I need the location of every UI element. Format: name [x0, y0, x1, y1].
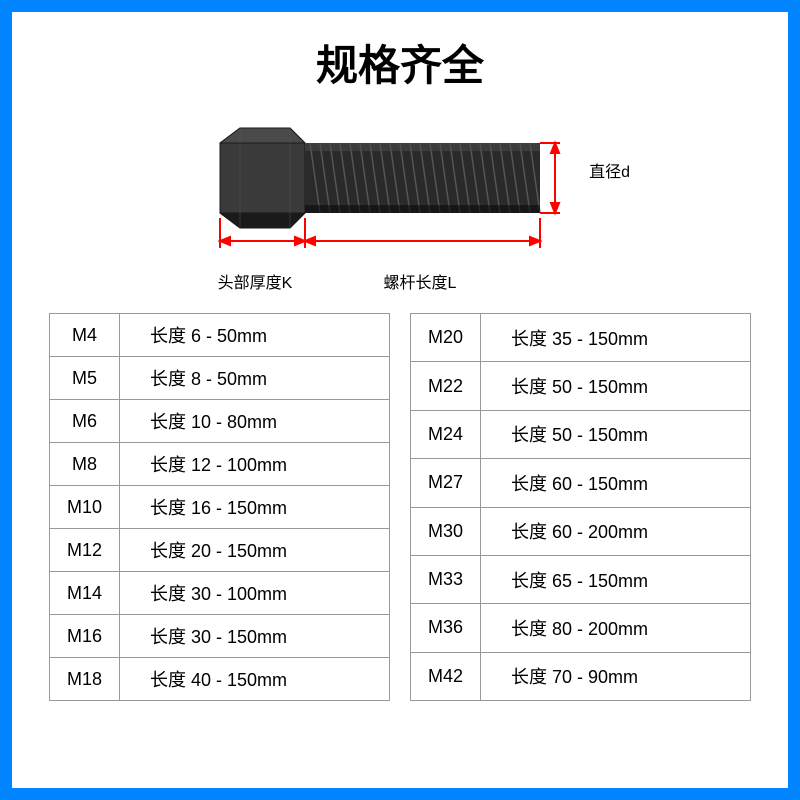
table-row: M5长度 8 - 50mm — [50, 357, 390, 400]
size-cell: M27 — [411, 459, 481, 507]
shaft-length-label: 螺杆长度L — [300, 269, 540, 293]
spec-tables: M4长度 6 - 50mmM5长度 8 - 50mmM6长度 10 - 80mm… — [29, 313, 771, 701]
table-row: M8长度 12 - 100mm — [50, 443, 390, 486]
size-cell: M18 — [50, 658, 120, 701]
size-cell: M33 — [411, 555, 481, 603]
size-cell: M14 — [50, 572, 120, 615]
size-cell: M12 — [50, 529, 120, 572]
table-row: M20长度 35 - 150mm — [411, 314, 751, 362]
diameter-label: 直径d — [589, 158, 630, 182]
size-cell: M22 — [411, 362, 481, 410]
bolt-diagram: 直径d 头部厚度K 螺杆长度L — [190, 113, 610, 293]
length-cell: 长度 20 - 150mm — [120, 529, 390, 572]
bolt-illustration — [210, 113, 570, 273]
table-row: M6长度 10 - 80mm — [50, 400, 390, 443]
length-cell: 长度 65 - 150mm — [481, 555, 751, 603]
length-cell: 长度 30 - 150mm — [120, 615, 390, 658]
table-row: M24长度 50 - 150mm — [411, 410, 751, 458]
size-cell: M10 — [50, 486, 120, 529]
length-cell: 长度 12 - 100mm — [120, 443, 390, 486]
spec-table-right: M20长度 35 - 150mmM22长度 50 - 150mmM24长度 50… — [410, 313, 751, 701]
length-cell: 长度 50 - 150mm — [481, 362, 751, 410]
table-row: M16长度 30 - 150mm — [50, 615, 390, 658]
table-row: M10长度 16 - 150mm — [50, 486, 390, 529]
length-cell: 长度 35 - 150mm — [481, 314, 751, 362]
length-cell: 长度 8 - 50mm — [120, 357, 390, 400]
table-row: M12长度 20 - 150mm — [50, 529, 390, 572]
size-cell: M36 — [411, 604, 481, 652]
length-cell: 长度 80 - 200mm — [481, 604, 751, 652]
table-row: M4长度 6 - 50mm — [50, 314, 390, 357]
size-cell: M30 — [411, 507, 481, 555]
length-cell: 长度 70 - 90mm — [481, 652, 751, 700]
length-cell: 长度 60 - 150mm — [481, 459, 751, 507]
table-row: M42长度 70 - 90mm — [411, 652, 751, 700]
table-row: M33长度 65 - 150mm — [411, 555, 751, 603]
length-cell: 长度 16 - 150mm — [120, 486, 390, 529]
length-cell: 长度 40 - 150mm — [120, 658, 390, 701]
length-cell: 长度 10 - 80mm — [120, 400, 390, 443]
head-thickness-label: 头部厚度K — [210, 269, 300, 293]
size-cell: M20 — [411, 314, 481, 362]
length-cell: 长度 50 - 150mm — [481, 410, 751, 458]
size-cell: M42 — [411, 652, 481, 700]
spec-table-left: M4长度 6 - 50mmM5长度 8 - 50mmM6长度 10 - 80mm… — [49, 313, 390, 701]
size-cell: M4 — [50, 314, 120, 357]
length-cell: 长度 60 - 200mm — [481, 507, 751, 555]
table-row: M27长度 60 - 150mm — [411, 459, 751, 507]
table-row: M22长度 50 - 150mm — [411, 362, 751, 410]
table-row: M14长度 30 - 100mm — [50, 572, 390, 615]
page-title: 规格齐全 — [316, 32, 484, 93]
table-row: M36长度 80 - 200mm — [411, 604, 751, 652]
size-cell: M24 — [411, 410, 481, 458]
size-cell: M5 — [50, 357, 120, 400]
length-cell: 长度 30 - 100mm — [120, 572, 390, 615]
size-cell: M8 — [50, 443, 120, 486]
length-cell: 长度 6 - 50mm — [120, 314, 390, 357]
size-cell: M6 — [50, 400, 120, 443]
table-row: M30长度 60 - 200mm — [411, 507, 751, 555]
table-row: M18长度 40 - 150mm — [50, 658, 390, 701]
size-cell: M16 — [50, 615, 120, 658]
